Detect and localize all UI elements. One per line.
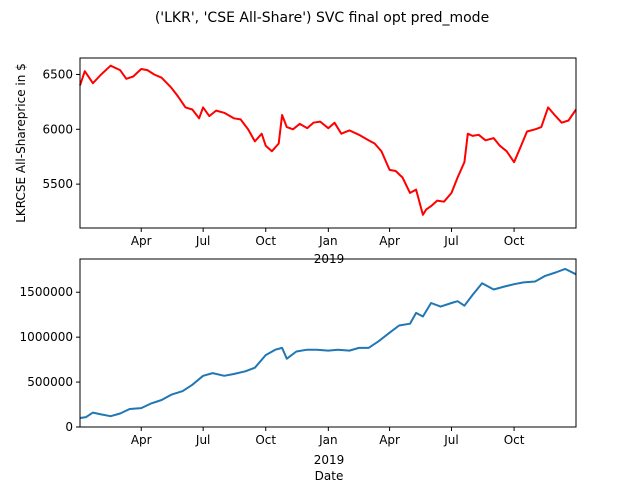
cumulative-x-tick-label: Jul [195, 433, 210, 447]
cumulative-chart: 0 500000 1000000 1500000 Apr Jul Oct Jan Apr Jul… [20, 258, 577, 480]
figure-title: ('LKR', 'CSE All-Share') SVC final opt p… [155, 10, 489, 26]
cumulative-x-ticks: Apr Jul Oct Jan Apr Jul Oct [131, 427, 525, 447]
cumulative-y-tick-label: 0 [65, 420, 73, 434]
cumulative-year-label: 2019 [314, 453, 345, 467]
price-x-tick-label: Oct [255, 234, 276, 248]
cumulative-y-tick-label: 1500000 [20, 285, 73, 299]
price-axes-frame [79, 57, 577, 229]
price-series [79, 64, 577, 216]
price-x-tick-label: Jan [318, 234, 338, 248]
cumulative-x-tick-label: Oct [255, 433, 276, 447]
price-y-tick-label: 6500 [42, 67, 73, 81]
cumulative-x-tick-label: Apr [131, 433, 152, 447]
price-x-tick-label: Jul [195, 234, 210, 248]
price-x-tick-label: Jul [443, 234, 458, 248]
price-y-tick-label: 6000 [42, 122, 73, 136]
price-y-ticks: 5500 6000 6500 [42, 67, 80, 191]
cumulative-x-tick-label: Jul [443, 433, 458, 447]
price-series-line [79, 64, 577, 216]
cumulative-x-axis-label: Date [315, 469, 344, 480]
cumulative-x-tick-label: Oct [504, 433, 525, 447]
price-x-tick-label: Apr [131, 234, 152, 248]
price-x-ticks: Apr Jul Oct Jan Apr Jul Oct [131, 228, 525, 248]
cumulative-y-ticks: 0 500000 1000000 1500000 [20, 285, 80, 434]
price-y-axis-label: LKRCSE All-Shareprice in $ [14, 63, 28, 223]
price-x-tick-label: Oct [504, 234, 525, 248]
cumulative-series-line [79, 267, 577, 419]
cumulative-series [79, 267, 577, 419]
cumulative-y-tick-label: 1000000 [20, 330, 73, 344]
cumulative-x-tick-label: Apr [379, 433, 400, 447]
cumulative-y-tick-label: 500000 [27, 375, 73, 389]
price-y-tick-label: 5500 [42, 177, 73, 191]
cumulative-x-tick-label: Jan [318, 433, 338, 447]
price-x-tick-label: Apr [379, 234, 400, 248]
